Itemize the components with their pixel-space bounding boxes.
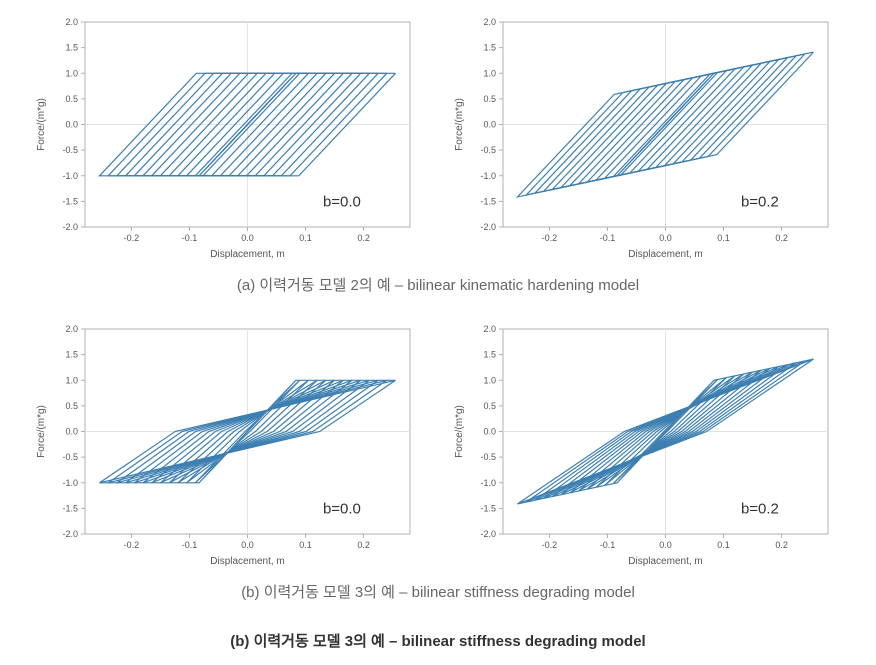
svg-text:-1.0: -1.0: [480, 171, 496, 181]
svg-text:-0.5: -0.5: [62, 452, 78, 462]
svg-text:-0.1: -0.1: [600, 233, 616, 243]
svg-text:-0.2: -0.2: [542, 233, 558, 243]
svg-text:1.5: 1.5: [483, 43, 496, 53]
svg-text:0.0: 0.0: [65, 120, 78, 130]
svg-text:0.0: 0.0: [483, 427, 496, 437]
svg-text:Force/(m*g): Force/(m*g): [454, 98, 465, 151]
svg-text:-0.5: -0.5: [62, 145, 78, 155]
svg-text:1.0: 1.0: [483, 68, 496, 78]
svg-text:b=0.0: b=0.0: [323, 501, 361, 518]
svg-text:1.0: 1.0: [65, 375, 78, 385]
svg-text:-1.0: -1.0: [62, 171, 78, 181]
svg-text:0.1: 0.1: [717, 540, 730, 550]
svg-text:0.0: 0.0: [659, 540, 672, 550]
svg-text:0.5: 0.5: [483, 94, 496, 104]
svg-text:2.0: 2.0: [483, 324, 496, 334]
svg-text:-2.0: -2.0: [480, 222, 496, 232]
chart-b-right: -0.2 -0.1 0.0 0.1 0.2 -2.0 -1.5 -1.0 -0.5 0.0 0.5 1…: [448, 317, 846, 567]
svg-text:-1.5: -1.5: [480, 196, 496, 206]
svg-text:-2.0: -2.0: [62, 222, 78, 232]
svg-text:0.2: 0.2: [775, 540, 788, 550]
svg-text:0.2: 0.2: [357, 233, 370, 243]
svg-text:-1.0: -1.0: [62, 478, 78, 488]
svg-text:0.0: 0.0: [659, 233, 672, 243]
svg-text:0.1: 0.1: [299, 233, 312, 243]
svg-text:b=0.0: b=0.0: [323, 194, 361, 211]
svg-text:-0.2: -0.2: [542, 540, 558, 550]
svg-text:-2.0: -2.0: [480, 529, 496, 539]
svg-text:-0.2: -0.2: [124, 540, 140, 550]
svg-text:2.0: 2.0: [483, 17, 496, 27]
svg-text:1.5: 1.5: [65, 43, 78, 53]
svg-text:-1.5: -1.5: [480, 503, 496, 513]
svg-text:0.0: 0.0: [483, 120, 496, 130]
svg-text:1.5: 1.5: [65, 350, 78, 360]
svg-text:0.1: 0.1: [717, 233, 730, 243]
svg-text:-2.0: -2.0: [62, 529, 78, 539]
svg-text:0.5: 0.5: [65, 401, 78, 411]
svg-text:1.0: 1.0: [65, 68, 78, 78]
svg-text:Force/(m*g): Force/(m*g): [454, 405, 465, 458]
svg-text:2.0: 2.0: [65, 17, 78, 27]
caption-final: (b) 이력거동 모델 3의 예 – bilinear stiffness de…: [10, 616, 866, 651]
svg-text:1.0: 1.0: [483, 375, 496, 385]
chart-b-left: -0.2 -0.1 0.0 0.1 0.2 -2.0 -1.5 -1.0 -0.5 0.0 0.5 1…: [30, 317, 428, 567]
svg-text:-0.1: -0.1: [182, 540, 198, 550]
caption-b: (b) 이력거동 모델 3의 예 – bilinear stiffness de…: [30, 575, 846, 616]
caption-a: (a) 이력거동 모델 2의 예 – bilinear kinematic ha…: [30, 268, 846, 309]
svg-text:Force/(m*g): Force/(m*g): [36, 405, 47, 458]
svg-text:-1.0: -1.0: [480, 478, 496, 488]
svg-text:0.2: 0.2: [357, 540, 370, 550]
svg-text:1.5: 1.5: [483, 350, 496, 360]
svg-text:0.5: 0.5: [65, 94, 78, 104]
svg-text:0.0: 0.0: [65, 427, 78, 437]
svg-text:Displacement, m: Displacement, m: [628, 249, 702, 260]
figure-grid: -0.2 -0.1 0.0 0.1 0.2 -2.0 -1.5 -1.0 -0.5 0.0 0.5 1…: [10, 10, 866, 616]
svg-text:-0.1: -0.1: [600, 540, 616, 550]
svg-text:Displacement, m: Displacement, m: [210, 249, 284, 260]
svg-text:-0.2: -0.2: [124, 233, 140, 243]
svg-text:0.1: 0.1: [299, 540, 312, 550]
chart-a-left: -0.2 -0.1 0.0 0.1 0.2 -2.0 -1.5 -1.0 -0.5 0.0 0.5 1…: [30, 10, 428, 260]
svg-text:0.0: 0.0: [241, 233, 254, 243]
svg-text:Force/(m*g): Force/(m*g): [36, 98, 47, 151]
svg-text:-1.5: -1.5: [62, 503, 78, 513]
svg-text:b=0.2: b=0.2: [741, 194, 779, 211]
svg-text:0.2: 0.2: [775, 233, 788, 243]
svg-text:Displacement, m: Displacement, m: [210, 556, 284, 567]
svg-text:-1.5: -1.5: [62, 196, 78, 206]
svg-text:-0.5: -0.5: [480, 145, 496, 155]
svg-text:-0.5: -0.5: [480, 452, 496, 462]
svg-text:Displacement, m: Displacement, m: [628, 556, 702, 567]
svg-text:0.0: 0.0: [241, 540, 254, 550]
svg-text:b=0.2: b=0.2: [741, 501, 779, 518]
svg-text:0.5: 0.5: [483, 401, 496, 411]
svg-text:-0.1: -0.1: [182, 233, 198, 243]
chart-a-right: -0.2 -0.1 0.0 0.1 0.2 -2.0 -1.5 -1.0 -0.5 0.0 0.5 1…: [448, 10, 846, 260]
svg-text:2.0: 2.0: [65, 324, 78, 334]
